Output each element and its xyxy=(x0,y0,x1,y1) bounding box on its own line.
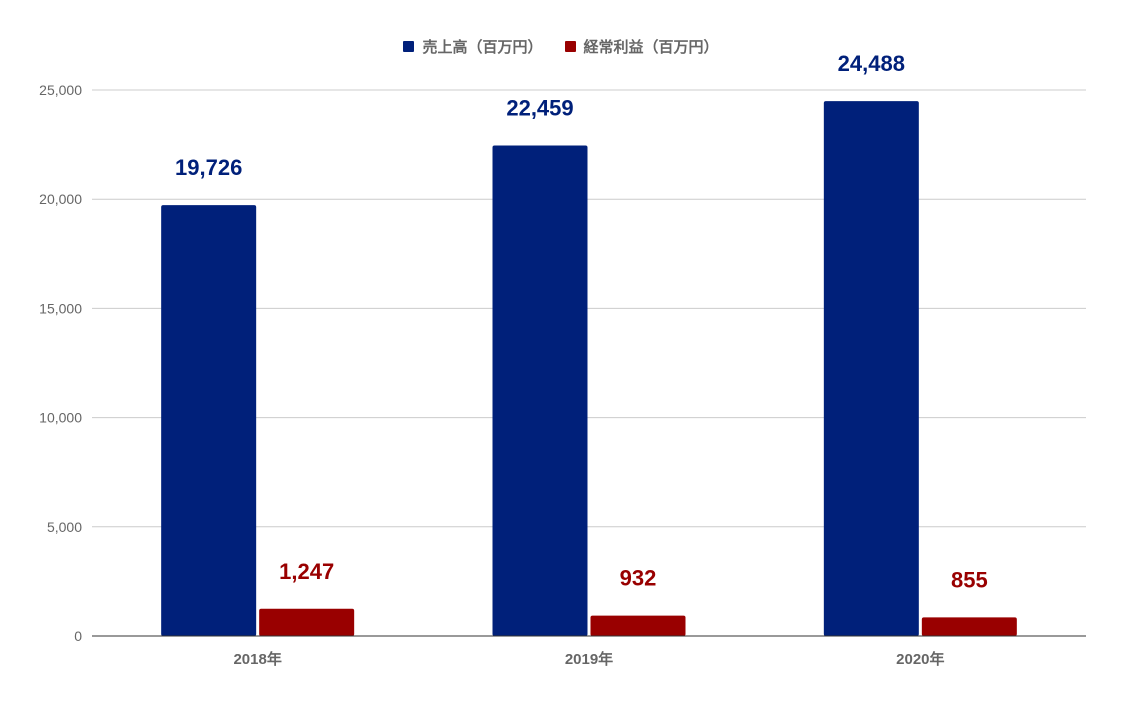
data-label-sales: 24,488 xyxy=(838,51,905,76)
x-tick-label: 2018年 xyxy=(233,650,281,668)
y-tick-label: 5,000 xyxy=(47,519,82,535)
legend-item-sales: 売上高（百万円） xyxy=(403,36,543,57)
data-label-sales: 22,459 xyxy=(506,95,573,120)
y-tick-label: 25,000 xyxy=(39,82,82,98)
bar-ordinary-profit xyxy=(259,608,355,636)
legend-label-ordinary-profit: 経常利益（百万円） xyxy=(583,39,719,56)
legend-swatch-sales xyxy=(403,41,415,52)
data-label-sales: 19,726 xyxy=(175,155,242,180)
x-tick-label: 2019年 xyxy=(565,650,613,668)
y-tick-label: 0 xyxy=(74,628,82,644)
y-tick-label: 15,000 xyxy=(39,300,82,316)
bar-sales xyxy=(823,101,919,637)
legend-swatch-ordinary-profit xyxy=(564,41,576,52)
data-label-ordinary-profit: 1,247 xyxy=(279,559,334,584)
bar-sales xyxy=(161,205,257,637)
legend-label-sales: 売上高（百万円） xyxy=(422,39,543,56)
data-label-ordinary-profit: 932 xyxy=(620,566,657,591)
y-tick-label: 20,000 xyxy=(39,191,82,207)
legend-item-ordinary-profit: 経常利益（百万円） xyxy=(564,36,719,57)
chart-legend: 売上高（百万円） 経常利益（百万円） xyxy=(0,36,1122,57)
y-tick-label: 10,000 xyxy=(39,410,82,426)
x-tick-label: 2020年 xyxy=(896,650,944,668)
bar-ordinary-profit xyxy=(921,617,1017,636)
data-label-ordinary-profit: 855 xyxy=(951,567,988,592)
bar-ordinary-profit xyxy=(590,615,686,636)
bar-sales xyxy=(492,145,588,637)
